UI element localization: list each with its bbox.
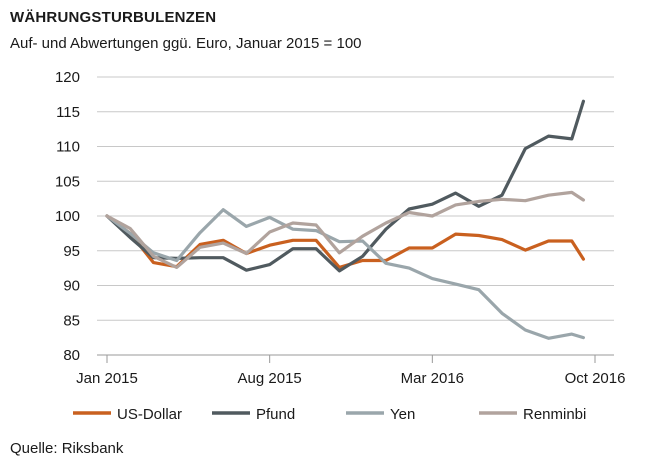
x-tick-label: Oct 2016 — [565, 370, 626, 387]
legend-label: Yen — [390, 406, 415, 423]
chart-title: WÄHRUNGSTURBULENZEN — [10, 9, 217, 26]
x-tick-label: Aug 2015 — [238, 370, 302, 387]
x-tick-label: Mar 2016 — [401, 370, 464, 387]
y-tick-label: 95 — [63, 243, 80, 260]
y-tick-label: 115 — [56, 104, 80, 121]
y-tick-label: 90 — [63, 278, 80, 295]
y-tick-label: 85 — [63, 312, 80, 329]
source-note: Quelle: Riksbank — [10, 440, 124, 457]
chart-subtitle: Auf- und Abwertungen ggü. Euro, Januar 2… — [10, 35, 362, 52]
series-line-yen — [105, 208, 586, 340]
x-tick-label: Jan 2015 — [76, 370, 138, 387]
y-tick-label: 80 — [63, 347, 80, 364]
y-tick-label: 105 — [55, 173, 80, 190]
legend: US-Dollar Pfund Yen Renminbi — [73, 406, 586, 423]
legend-label: US-Dollar — [117, 406, 182, 423]
y-tick-label: 110 — [56, 139, 80, 156]
series — [105, 99, 586, 340]
series-line-renminbi — [105, 190, 586, 269]
y-tick-label: 120 — [55, 69, 80, 86]
y-tick-label: 100 — [55, 208, 80, 225]
legend-label: Pfund — [256, 406, 295, 423]
axes: 80 85 90 95 100 105 110 115 120 Jan 2015 Aug 2015 M… — [55, 69, 625, 387]
legend-label: Renminbi — [523, 406, 586, 423]
